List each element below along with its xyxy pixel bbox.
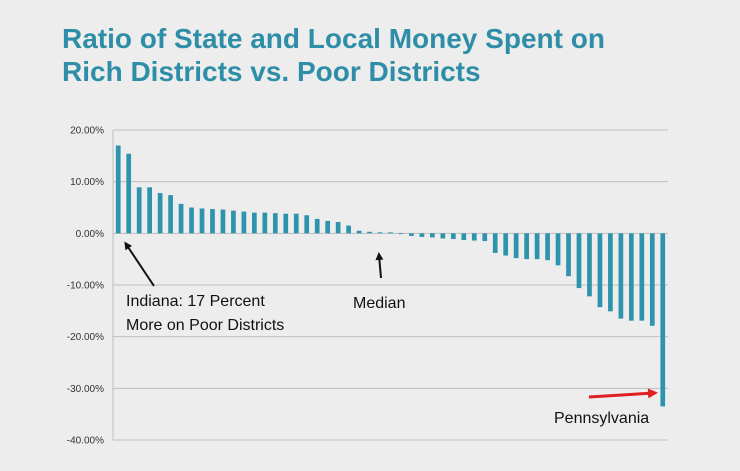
bar <box>325 220 331 234</box>
bar <box>335 221 341 234</box>
bar <box>482 233 488 242</box>
pennsylvania-arrow <box>588 388 658 399</box>
bar <box>283 213 289 234</box>
bar <box>210 209 215 234</box>
bar <box>419 233 425 237</box>
bar <box>136 187 142 234</box>
chart-title-line2: Rich Districts vs. Poor Districts <box>62 56 481 87</box>
bar <box>513 233 519 259</box>
bar <box>566 233 571 277</box>
bar <box>293 213 299 234</box>
bar <box>503 233 509 256</box>
bar <box>545 233 550 261</box>
bar <box>450 233 456 240</box>
bar <box>115 145 121 234</box>
bar <box>534 233 540 260</box>
indiana-annotation-line2: More on Poor Districts <box>126 317 284 334</box>
bar <box>628 233 634 321</box>
bars <box>115 145 666 407</box>
chart-title-line1: Ratio of State and Local Money Spent on <box>62 23 605 54</box>
bar <box>608 233 613 312</box>
bar <box>576 233 582 289</box>
bar <box>618 233 624 319</box>
bar <box>524 233 529 260</box>
bar <box>241 211 247 234</box>
bar <box>346 225 351 234</box>
bar <box>377 232 383 234</box>
bar <box>147 187 152 234</box>
y-tick-label: 20.00% <box>70 126 104 137</box>
y-tick-label: -20.00% <box>67 332 104 343</box>
bar <box>367 231 372 234</box>
pennsylvania-annotation: Pennsylvania <box>554 410 649 427</box>
chart-title: Ratio of State and Local Money Spent on … <box>62 22 605 88</box>
gridlines <box>112 129 668 441</box>
bar <box>189 207 194 234</box>
median-annotation: Median <box>353 295 405 312</box>
bar <box>168 195 173 234</box>
bar <box>220 209 226 234</box>
bar <box>492 233 498 253</box>
y-tick-label: -10.00% <box>67 281 104 292</box>
bar <box>262 212 268 234</box>
median-arrow <box>375 252 384 279</box>
bar <box>304 215 310 234</box>
y-tick-label: 0.00% <box>76 229 104 240</box>
bar <box>660 233 666 407</box>
y-tick-label: -30.00% <box>67 384 104 395</box>
bar <box>409 233 414 236</box>
y-tick-label: -40.00% <box>67 436 104 447</box>
bar <box>178 203 184 234</box>
bar <box>314 218 320 234</box>
indiana-arrow <box>124 241 155 287</box>
bar <box>398 233 404 235</box>
bar <box>587 233 592 297</box>
y-tick-label: 10.00% <box>70 177 104 188</box>
bar <box>471 233 477 241</box>
indiana-annotation-line1: Indiana: 17 Percent <box>126 293 265 310</box>
bar <box>388 232 393 234</box>
bar <box>252 212 257 234</box>
bar <box>639 233 645 321</box>
y-axis-ticks: 20.00% 10.00% 0.00% -10.00% -20.00% -30.00% -4… <box>67 126 104 447</box>
bar <box>430 233 435 238</box>
bar <box>126 153 132 234</box>
bar <box>597 233 603 308</box>
bar <box>461 233 467 241</box>
bar <box>157 193 163 234</box>
bar <box>649 233 655 326</box>
bar <box>231 210 236 234</box>
bar <box>440 233 446 239</box>
bar <box>555 233 561 266</box>
bar <box>356 230 362 234</box>
bar <box>199 208 205 234</box>
bar <box>272 213 278 234</box>
